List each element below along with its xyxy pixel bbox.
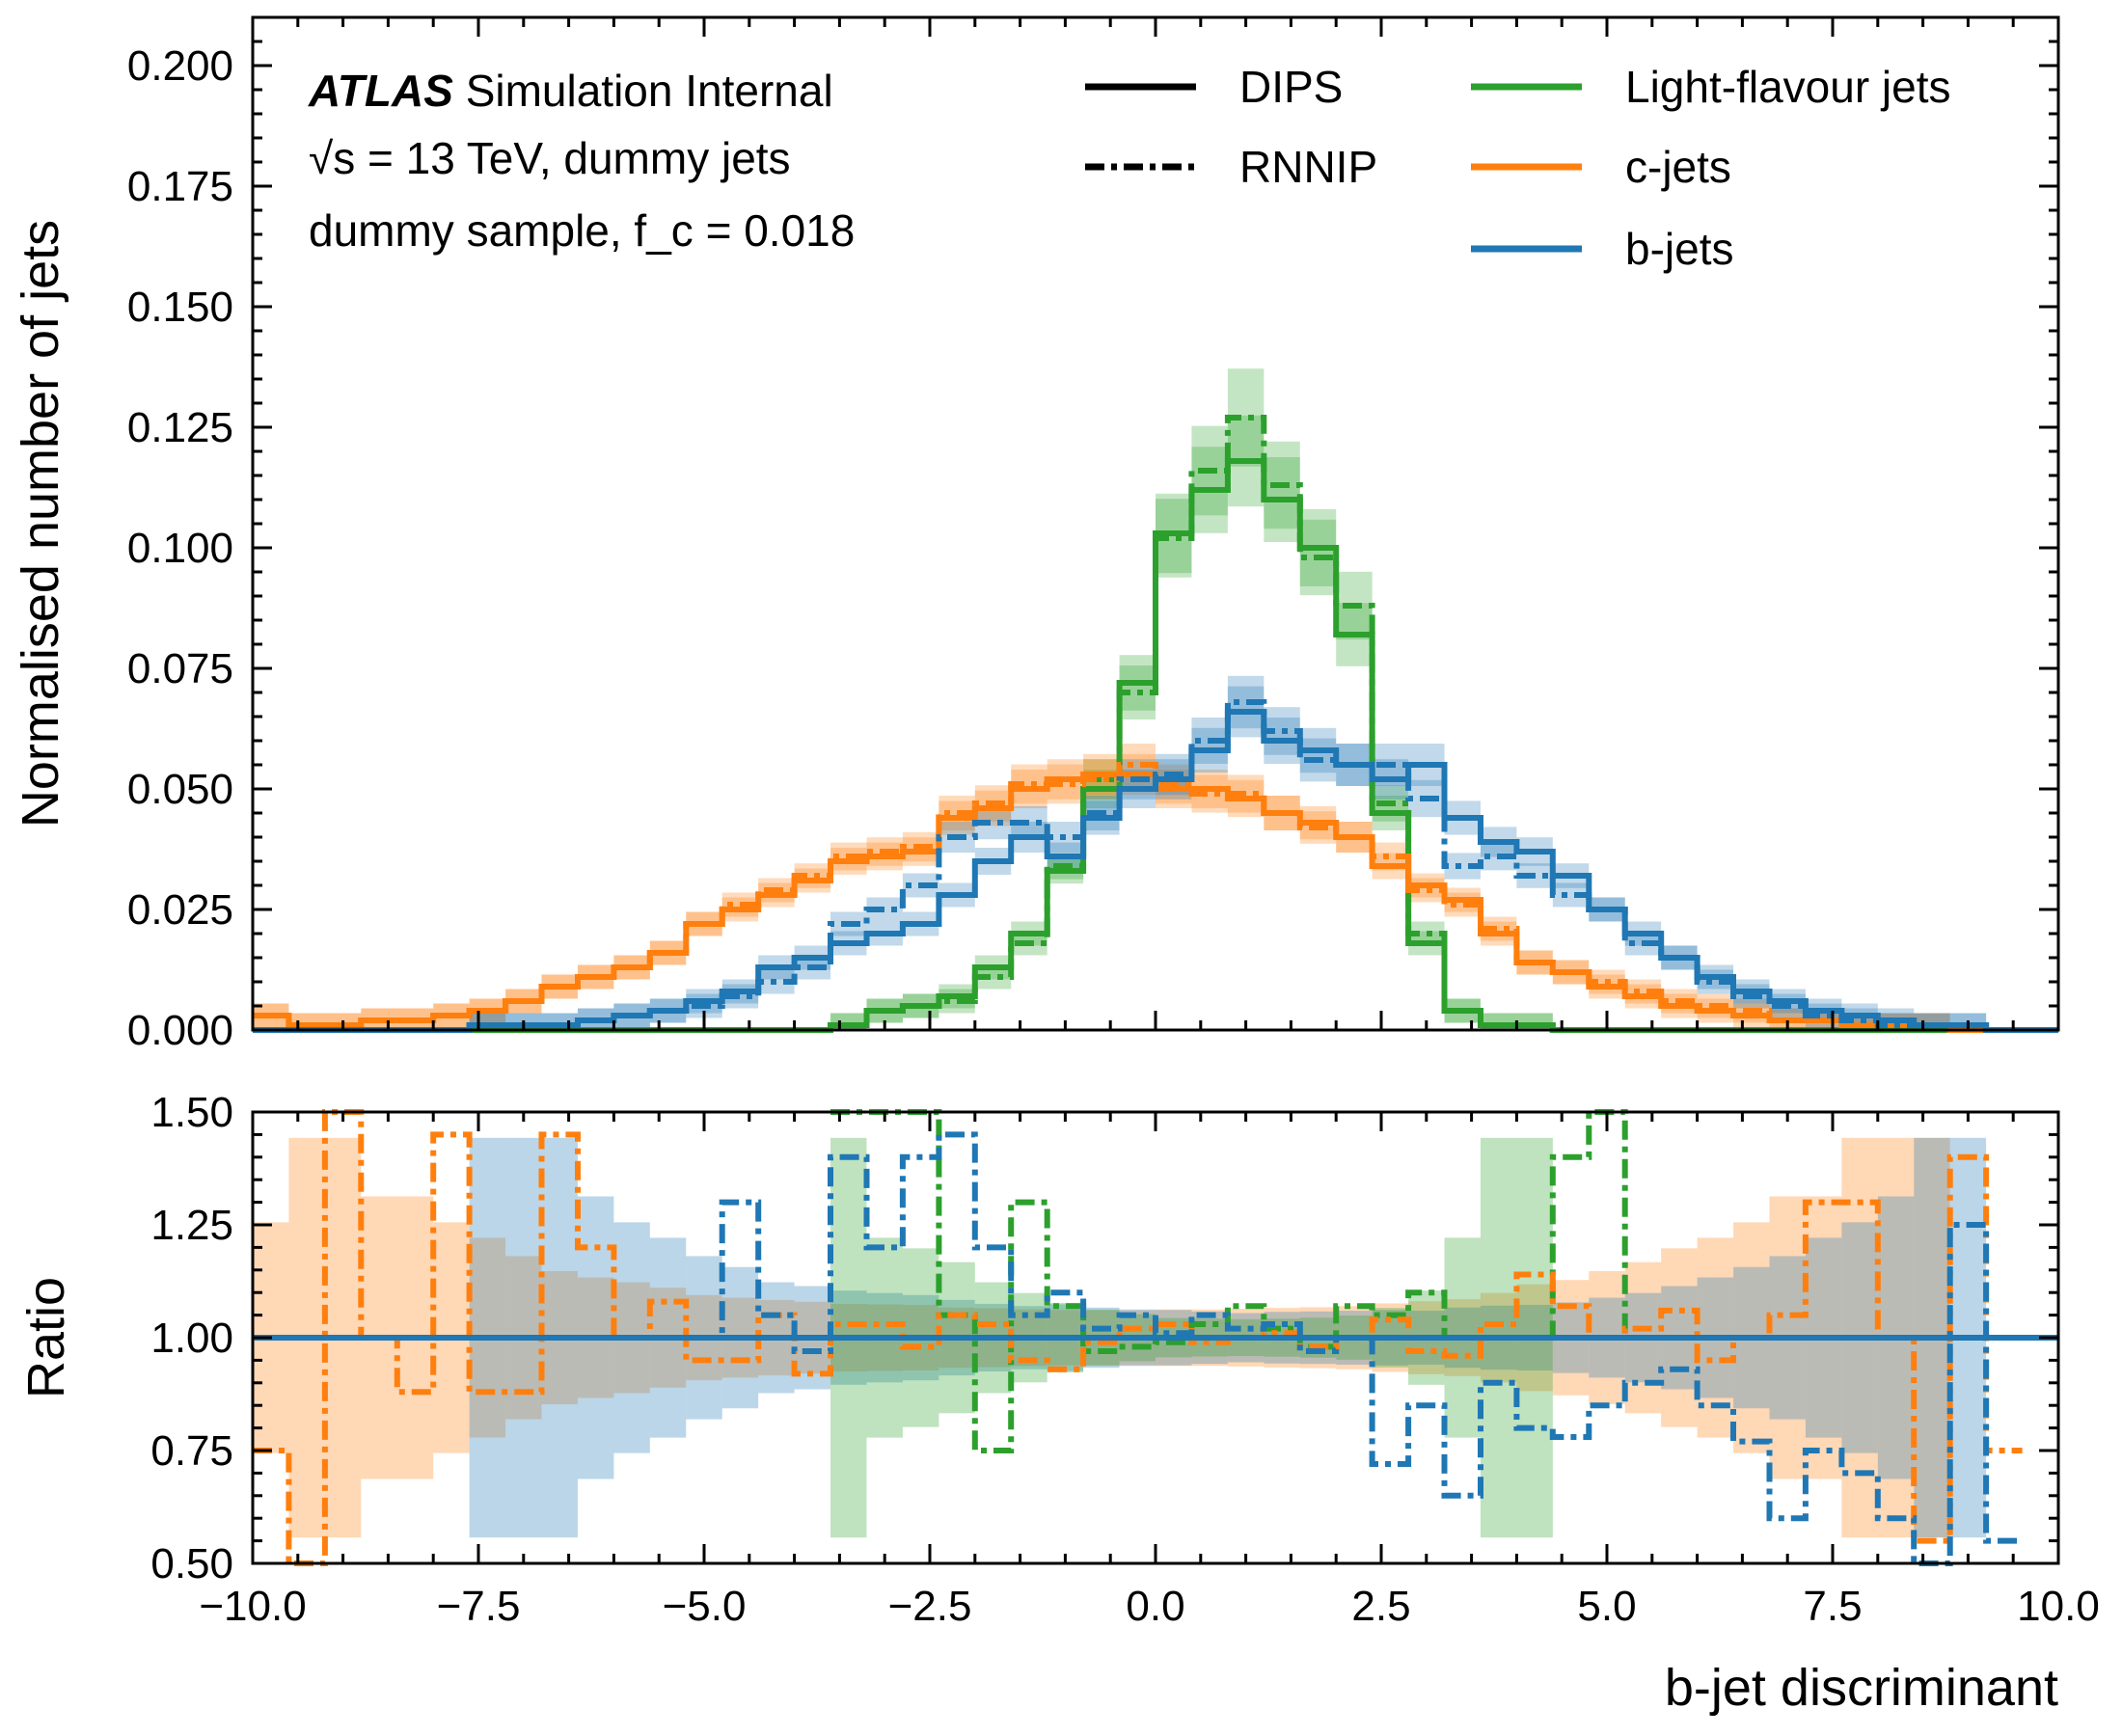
annotation-line-1: ATLAS Simulation Internal [308, 66, 833, 116]
ratio-y-tick-label: 1.50 [150, 1089, 233, 1136]
x-tick-label: 10.0 [2017, 1583, 2100, 1630]
main-hist-light-flavour-jets-rnnip [253, 415, 2058, 1033]
legend-label-dips: DIPS [1239, 62, 1343, 112]
ratio-y-tick-label: 0.75 [150, 1427, 233, 1475]
annotation-line-2: √s = 13 TeV, dummy jets [309, 133, 791, 183]
main-y-tick-label: 0.050 [127, 766, 233, 813]
x-tick-labels: −10.0 −7.5 −5.0 −2.5 0.0 2.5 5.0 7.5 10.0 [199, 1583, 2099, 1630]
main-axis-ticks [251, 15, 2060, 1032]
annotation-line-3: dummy sample, f_c = 0.018 [309, 205, 855, 256]
main-hist-b-jets-rnnip [253, 699, 2058, 1033]
legend: DIPS RNNIP Light-flavour jets c-jets b-j… [1085, 62, 1951, 274]
legend-label-c: c-jets [1625, 142, 1731, 192]
x-tick-label: 5.0 [1577, 1583, 1636, 1630]
ratio-histograms [253, 1109, 2058, 1566]
ratio-y-tick-label: 0.50 [150, 1540, 233, 1587]
atlas-label: ATLAS [308, 66, 453, 116]
x-tick-label: 2.5 [1351, 1583, 1410, 1630]
main-y-tick-label: 0.100 [127, 525, 233, 572]
legend-label-b: b-jets [1625, 224, 1733, 274]
x-tick-label: −2.5 [888, 1583, 972, 1630]
annotation-block: ATLAS Simulation Internal √s = 13 TeV, d… [308, 66, 855, 256]
main-y-axis-label: Normalised number of jets [12, 220, 69, 827]
ratio-y-tick-label: 1.25 [150, 1202, 233, 1249]
ratio-y-tick-label: 1.00 [150, 1315, 233, 1362]
main-y-tick-label: 0.150 [127, 284, 233, 331]
ratio-axis-ticks [251, 1110, 2060, 1565]
main-y-tick-label: 0.075 [127, 645, 233, 692]
main-y-tick-label: 0.200 [127, 42, 233, 90]
main-y-tick-label: 0.175 [127, 163, 233, 210]
x-axis-label: b-jet discriminant [1665, 1659, 2058, 1717]
x-tick-label: 0.0 [1126, 1583, 1184, 1630]
main-y-tick-label: 0.000 [127, 1007, 233, 1054]
main-y-tick-label: 0.025 [127, 886, 233, 934]
atlas-subtitle: Simulation Internal [466, 66, 833, 116]
main-y-tick-labels: 0.000 0.025 0.050 0.075 0.100 0.125 0.150 0.175… [127, 42, 233, 1054]
ratio-y-axis-label: Ratio [17, 1277, 75, 1398]
x-tick-label: −5.0 [663, 1583, 747, 1630]
x-tick-label: −7.5 [437, 1583, 521, 1630]
x-tick-label: −10.0 [199, 1583, 306, 1630]
main-hist-c-jets-rnnip [253, 762, 2058, 1033]
main-y-tick-label: 0.125 [127, 404, 233, 451]
ratio-y-tick-labels: 0.50 0.75 1.00 1.25 1.50 [150, 1089, 233, 1587]
legend-label-light: Light-flavour jets [1625, 62, 1951, 112]
legend-label-rnnip: RNNIP [1239, 142, 1377, 192]
x-tick-label: 7.5 [1803, 1583, 1862, 1630]
